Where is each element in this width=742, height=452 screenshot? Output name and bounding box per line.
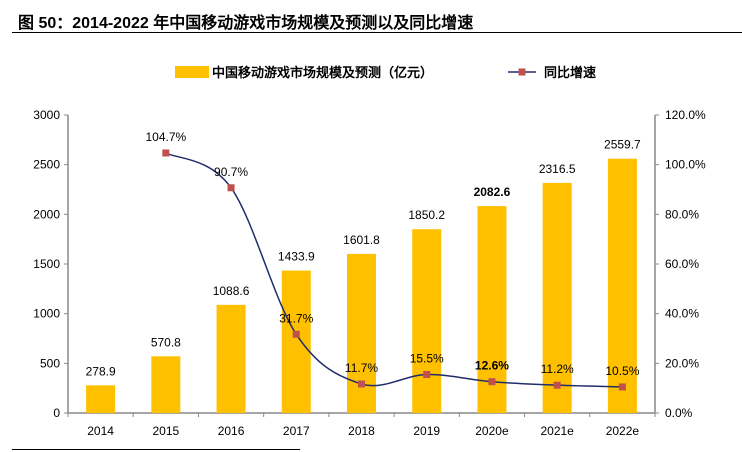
line-label: 11.2% [541, 362, 574, 376]
line-marker [227, 184, 235, 192]
line-marker [423, 371, 431, 379]
bar [151, 356, 181, 413]
line-marker [358, 380, 365, 388]
x-tick-label: 2014 [87, 424, 114, 438]
x-tick-label: 2020e [475, 424, 509, 438]
x-tick-label: 2019 [413, 424, 440, 438]
bar-label: 2559.7 [604, 138, 641, 152]
line-label: 31.7% [279, 311, 313, 325]
bar [281, 270, 311, 413]
right-tick-label: 60.0% [665, 257, 699, 271]
x-tick-label: 2016 [218, 424, 245, 438]
title-rule [12, 32, 742, 33]
legend-bar-swatch [175, 66, 209, 78]
left-tick-label: 1000 [33, 307, 60, 321]
bar [412, 229, 442, 413]
line-marker [618, 383, 626, 391]
x-tick-label: 2022e [606, 424, 640, 438]
bar-label: 1601.8 [343, 233, 380, 247]
x-tick-label: 2015 [152, 424, 179, 438]
x-tick-label: 2017 [283, 424, 310, 438]
bar-label: 1433.9 [278, 250, 315, 264]
bar-label: 570.8 [151, 335, 181, 349]
line-label: 10.5% [605, 364, 639, 378]
left-tick-label: 1500 [33, 257, 60, 271]
right-tick-label: 80.0% [665, 207, 699, 221]
bar [607, 158, 637, 413]
bar [542, 182, 572, 413]
bar-label: 1088.6 [213, 284, 250, 298]
line-label: 104.7% [145, 130, 186, 144]
legend-line-marker [518, 68, 526, 76]
left-tick-label: 0 [53, 406, 60, 420]
left-tick-label: 3000 [33, 108, 60, 122]
bar-label: 2082.6 [474, 185, 511, 199]
right-tick-label: 20.0% [665, 356, 699, 370]
line-marker [162, 149, 170, 157]
bar-label: 1850.2 [408, 208, 445, 222]
bar [347, 253, 376, 413]
bar-label: 2316.5 [539, 162, 576, 176]
bar [86, 385, 116, 413]
legend-bar-label: 中国移动游戏市场规模及预测（亿元） [212, 65, 433, 80]
left-tick-label: 500 [40, 356, 60, 370]
x-tick-label: 2021e [540, 424, 574, 438]
right-tick-label: 120.0% [665, 108, 706, 122]
right-tick-label: 0.0% [665, 406, 693, 420]
line-label: 11.7% [345, 361, 378, 375]
left-tick-label: 2500 [33, 158, 60, 172]
bottom-rule [12, 449, 300, 450]
bar-label: 278.9 [86, 364, 116, 378]
line-marker [488, 378, 496, 386]
right-tick-label: 40.0% [665, 307, 699, 321]
line-label: 90.7% [214, 165, 248, 179]
line-label: 15.5% [410, 352, 444, 366]
right-tick-label: 100.0% [665, 158, 706, 172]
x-tick-label: 2018 [348, 424, 375, 438]
bar [216, 304, 246, 413]
legend-line-label: 同比增速 [544, 65, 596, 80]
line-marker [553, 381, 561, 389]
figure-title: 图 50：2014-2022 年中国移动游戏市场规模及预测以及同比增速 [18, 15, 474, 32]
line-marker [292, 330, 300, 338]
growth-line [165, 152, 623, 388]
line-label: 12.6% [475, 359, 509, 373]
left-tick-label: 2000 [33, 207, 60, 221]
